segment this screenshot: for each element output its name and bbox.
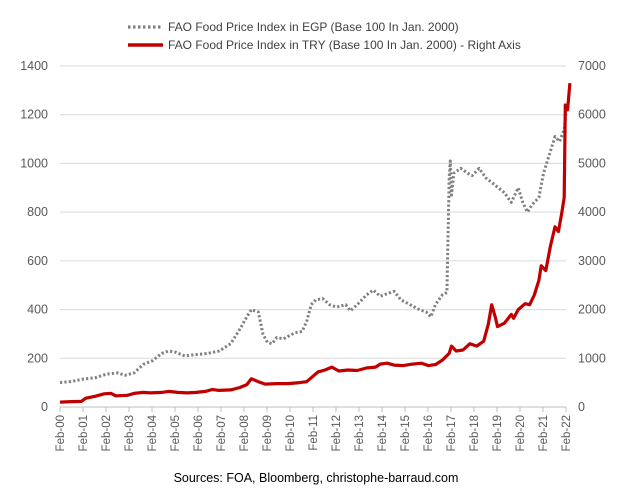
x-axis-ticks: Feb-00 Feb-01 Feb-02 Feb-03 Feb-04 Feb-05 Feb-… (55, 407, 573, 451)
series-line-egp (59, 107, 568, 385)
series-line-try (59, 82, 572, 404)
left-axis-tick-label: 1200 (20, 108, 48, 122)
x-axis-tick-label: Feb-07 (216, 415, 228, 451)
left-axis-tick-label: 1000 (20, 156, 48, 170)
x-axis-tick-label: Feb-16 (423, 415, 435, 451)
x-axis-tick-label: Feb-17 (446, 415, 458, 451)
x-axis-tick-label: Feb-19 (492, 415, 504, 451)
right-axis-tick-label: 0 (578, 400, 585, 414)
x-axis-tick-label: Feb-09 (262, 415, 274, 451)
source-note: Sources: FOA, Bloomberg, christophe-barr… (174, 471, 459, 485)
x-axis-tick-label: Feb-12 (331, 415, 343, 451)
left-axis-tick-label: 200 (27, 351, 48, 365)
x-axis-tick-label: Feb-21 (538, 415, 550, 451)
right-axis-ticks: 0 1000 2000 3000 4000 5000 6000 7000 (578, 59, 606, 414)
right-axis-tick-label: 2000 (578, 303, 606, 317)
x-axis-tick-label: Feb-03 (124, 415, 136, 451)
x-axis-tick-label: Feb-02 (101, 415, 113, 451)
right-axis-tick-label: 7000 (578, 59, 606, 73)
x-axis-tick-label: Feb-06 (193, 415, 205, 451)
legend: FAO Food Price Index in EGP (Base 100 In… (128, 20, 521, 52)
left-axis-tick-label: 600 (27, 254, 48, 268)
left-axis-tick-label: 400 (27, 303, 48, 317)
right-axis-tick-label: 5000 (578, 156, 606, 170)
left-axis-tick-label: 800 (27, 205, 48, 219)
left-axis-tick-label: 0 (41, 400, 48, 414)
x-axis-tick-label: Feb-22 (561, 415, 573, 451)
x-axis-tick-label: Feb-11 (308, 415, 320, 451)
legend-label-try: FAO Food Price Index in TRY (Base 100 In… (168, 38, 521, 52)
legend-label-egp: FAO Food Price Index in EGP (Base 100 In… (168, 20, 459, 34)
left-axis-ticks: 0 200 400 600 800 1000 1200 1400 (20, 59, 48, 414)
x-axis-tick-label: Feb-15 (400, 415, 412, 451)
right-axis-tick-label: 4000 (578, 205, 606, 219)
right-axis-tick-label: 1000 (578, 351, 606, 365)
x-axis-tick-label: Feb-14 (377, 414, 389, 451)
x-axis-tick-label: Feb-01 (78, 415, 90, 451)
x-axis-tick-label: Feb-05 (170, 415, 182, 451)
series-lines (59, 82, 572, 404)
x-axis-tick-label: Feb-00 (55, 415, 67, 451)
gridlines (60, 65, 566, 408)
x-axis-tick-label: Feb-04 (147, 414, 159, 451)
x-axis-tick-label: Feb-18 (469, 415, 481, 451)
x-axis-tick-label: Feb-20 (515, 415, 527, 451)
left-axis-tick-label: 1400 (20, 59, 48, 73)
x-axis-tick-label: Feb-10 (285, 415, 297, 451)
right-axis-tick-label: 6000 (578, 108, 606, 122)
x-axis-tick-label: Feb-08 (239, 415, 251, 451)
x-axis-tick-label: Feb-13 (354, 415, 366, 451)
right-axis-tick-label: 3000 (578, 254, 606, 268)
